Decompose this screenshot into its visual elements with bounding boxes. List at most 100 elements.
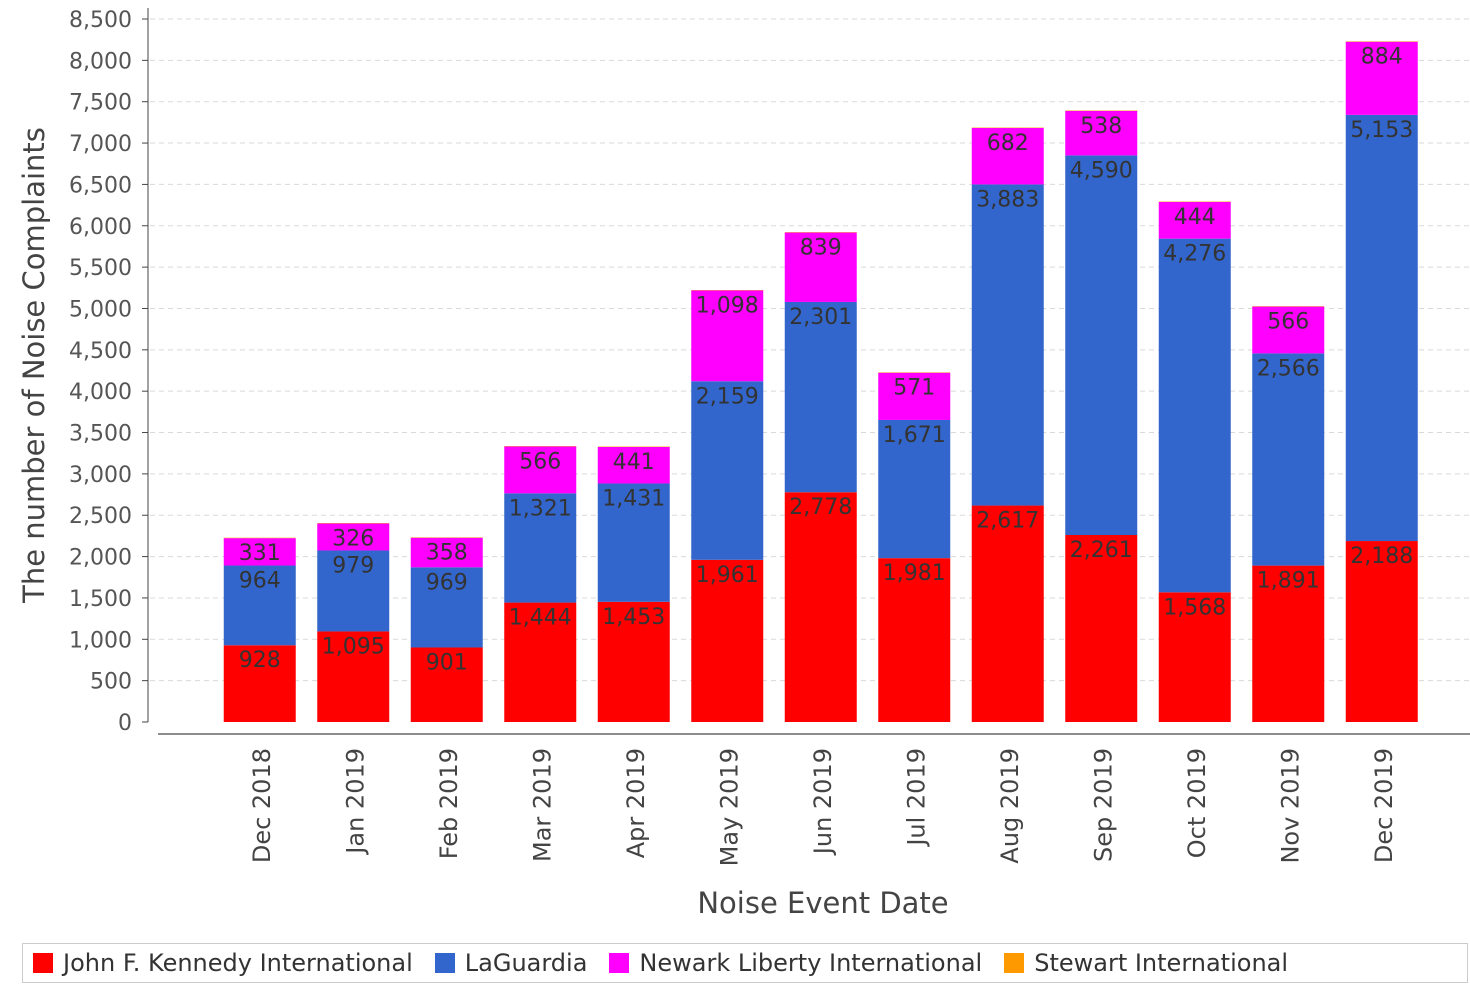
y-tick-label: 3,000 xyxy=(69,463,132,488)
data-label: 682 xyxy=(987,131,1029,156)
data-label: 358 xyxy=(426,541,468,566)
y-tick-label: 7,500 xyxy=(69,91,132,116)
bar-segment xyxy=(1065,155,1138,536)
y-tick-label: 5,500 xyxy=(69,256,132,281)
data-label: 979 xyxy=(332,553,374,578)
y-tick-label: 5,000 xyxy=(69,297,132,322)
data-label: 884 xyxy=(1361,45,1403,70)
bar-segment xyxy=(971,505,1044,722)
data-label: 5,153 xyxy=(1350,118,1413,143)
data-label: 1,095 xyxy=(322,634,385,659)
y-tick-label: 1,000 xyxy=(69,628,132,653)
data-label: 571 xyxy=(893,376,935,401)
data-label: 441 xyxy=(613,450,655,475)
legend-item[interactable]: LaGuardia xyxy=(434,949,588,977)
x-axis-ticks: Dec 2018 Jan 2019 Feb 2019 Mar 2019 Apr 2019… xyxy=(248,748,1398,866)
y-tick-label: 8,500 xyxy=(69,8,132,33)
x-tick-label: Sep 2019 xyxy=(1089,748,1117,862)
data-label: 2,159 xyxy=(696,384,759,409)
x-tick-label: Aug 2019 xyxy=(996,748,1024,864)
legend-swatch xyxy=(33,953,53,973)
y-tick-label: 4,000 xyxy=(69,380,132,405)
data-label: 969 xyxy=(426,570,468,595)
data-label: 1,321 xyxy=(509,496,572,521)
data-label: 1,961 xyxy=(696,563,759,588)
data-label: 928 xyxy=(239,648,281,673)
legend-label: Stewart International xyxy=(1034,949,1289,977)
data-label: 964 xyxy=(239,569,281,594)
bar-segment xyxy=(1065,535,1138,722)
x-tick-label: Jun 2019 xyxy=(809,748,837,856)
bars xyxy=(223,41,1418,722)
data-label: 1,671 xyxy=(883,423,946,448)
data-label: 2,301 xyxy=(789,305,852,330)
data-label: 326 xyxy=(332,527,374,552)
legend-label: Newark Liberty International xyxy=(639,949,983,977)
data-label: 2,188 xyxy=(1350,544,1413,569)
bar-segment xyxy=(410,537,483,568)
axes xyxy=(147,8,1470,735)
data-label: 1,981 xyxy=(883,561,946,586)
bar-segment xyxy=(597,483,670,602)
bar-segment xyxy=(784,492,857,722)
legend-item[interactable]: Newark Liberty International xyxy=(609,949,982,977)
data-label: 839 xyxy=(800,236,842,261)
data-label: 2,261 xyxy=(1070,538,1133,563)
bar-segment xyxy=(504,602,577,722)
bar-segment xyxy=(878,372,951,420)
y-axis-ticks: 0 500 1,000 1,500 2,000 2,500 3,000 3,500 4,000 4… xyxy=(69,8,148,736)
data-label: 331 xyxy=(239,541,281,566)
bar-segment xyxy=(223,565,296,646)
bar-segment xyxy=(410,647,483,722)
bar-segment xyxy=(597,447,670,484)
x-tick-label: Jul 2019 xyxy=(902,748,930,848)
bar-segment xyxy=(691,290,764,382)
bar-segment xyxy=(317,550,390,632)
bar-segment xyxy=(971,128,1044,185)
legend-swatch xyxy=(609,953,630,973)
data-label: 2,566 xyxy=(1257,356,1320,381)
bar-segment xyxy=(878,558,951,722)
y-tick-label: 3,500 xyxy=(69,422,132,447)
legend-label: John F. Kennedy International xyxy=(63,949,413,977)
x-tick-label: Feb 2019 xyxy=(435,748,463,859)
bar-segment xyxy=(1158,238,1231,593)
x-tick-label: Dec 2018 xyxy=(248,748,276,863)
y-tick-label: 2,000 xyxy=(69,546,132,571)
data-label: 1,891 xyxy=(1257,569,1320,594)
legend-swatch xyxy=(434,953,455,973)
y-tick-label: 4,500 xyxy=(69,339,132,364)
bar-segment xyxy=(784,232,857,302)
bar-segment xyxy=(504,446,577,494)
bar-segment xyxy=(878,419,951,559)
y-tick-label: 0 xyxy=(118,711,132,736)
bar-segment xyxy=(223,538,296,566)
legend-item[interactable]: Stewart International xyxy=(1004,949,1288,977)
x-tick-label: Mar 2019 xyxy=(528,748,556,862)
bar-segment xyxy=(691,381,764,560)
data-label: 538 xyxy=(1080,114,1122,139)
data-label: 1,568 xyxy=(1163,595,1226,620)
data-label: 4,276 xyxy=(1163,242,1226,267)
legend-item[interactable]: John F. Kennedy International xyxy=(33,949,413,977)
bar-segment xyxy=(1158,592,1231,722)
y-tick-label: 1,500 xyxy=(69,587,132,612)
x-tick-label: Dec 2019 xyxy=(1370,748,1398,863)
y-axis-title: The number of Noise Complaints xyxy=(17,127,51,604)
y-tick-label: 7,000 xyxy=(69,132,132,157)
data-label: 566 xyxy=(519,450,561,475)
bar-segment xyxy=(410,567,483,648)
data-label: 1,098 xyxy=(696,293,759,318)
x-tick-label: Oct 2019 xyxy=(1183,748,1211,858)
data-label: 444 xyxy=(1174,205,1216,230)
y-tick-label: 6,000 xyxy=(69,215,132,240)
chart-legend: John F. Kennedy International LaGuardia Ne… xyxy=(22,943,1468,983)
bar-segment xyxy=(504,493,577,603)
bar-segment xyxy=(317,523,390,551)
bar-segment xyxy=(223,645,296,722)
y-tick-label: 500 xyxy=(90,670,132,695)
legend-label: LaGuardia xyxy=(464,949,588,977)
x-tick-label: May 2019 xyxy=(715,748,743,866)
